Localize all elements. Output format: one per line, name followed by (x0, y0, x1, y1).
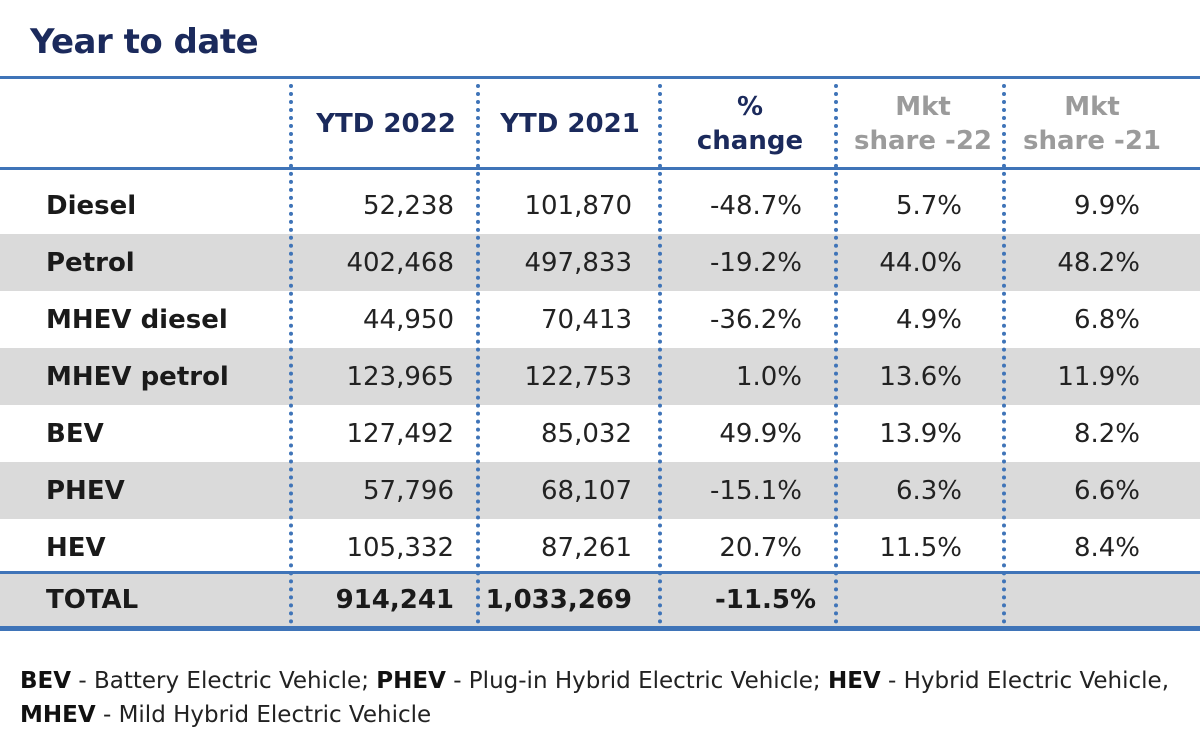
total-percent-change: -11.5% (715, 585, 816, 615)
cell-mkt-share-22: 44.0% (879, 247, 962, 278)
cell-ytd-2021: 70,413 (541, 304, 632, 335)
row-label: PHEV (46, 475, 125, 506)
cell-mkt-share-21: 6.8% (1073, 304, 1140, 335)
legend-phev-abbr: PHEV (376, 668, 446, 694)
cell-ytd-2021: 85,032 (541, 418, 632, 449)
table-row: Petrol 402,468 497,833 -19.2% 44.0% 48.2… (0, 234, 1200, 291)
page-title: Year to date (30, 22, 259, 62)
cell-mkt-share-21: 9.9% (1073, 190, 1140, 221)
cell-percent-change: 20.7% (719, 532, 802, 563)
total-ytd-2021: 1,033,269 (485, 585, 632, 615)
header-mkt-share-21-line2: share -21 (1022, 126, 1161, 156)
cell-mkt-share-22: 6.3% (895, 475, 962, 506)
header-mkt-share-22-line2: share -22 (853, 126, 992, 156)
cell-ytd-2022: 105,332 (346, 532, 454, 563)
header-ytd-2022-line1: YTD 2022 (316, 109, 456, 139)
header-ytd-2022: YTD 2022 (296, 80, 476, 168)
cell-mkt-share-22: 5.7% (895, 190, 962, 221)
table-row: MHEV diesel 44,950 70,413 -36.2% 4.9% 6.… (0, 291, 1200, 348)
cell-percent-change: -48.7% (710, 190, 802, 221)
header-mkt-share-21-line1: Mkt (1064, 92, 1120, 122)
abbreviation-legend: BEV - Battery Electric Vehicle; PHEV - P… (20, 664, 1180, 732)
cell-ytd-2022: 402,468 (346, 247, 454, 278)
legend-hev-abbr: HEV (827, 668, 881, 694)
row-label: BEV (46, 418, 104, 449)
row-label: HEV (46, 532, 106, 563)
header-mkt-share-21: Mkt share -21 (1010, 80, 1174, 168)
cell-ytd-2021: 122,753 (524, 361, 632, 392)
header-mkt-share-22: Mkt share -22 (842, 80, 1004, 168)
cell-mkt-share-22: 13.6% (879, 361, 962, 392)
header-percent-change-line1: % (736, 92, 764, 122)
cell-ytd-2022: 57,796 (363, 475, 454, 506)
cell-ytd-2021: 68,107 (541, 475, 632, 506)
legend-hev-text: - Hybrid Electric Vehicle, (880, 668, 1170, 694)
total-ytd-2022: 914,241 (335, 585, 454, 615)
cell-percent-change: 49.9% (719, 418, 802, 449)
legend-mhev-text: - Mild Hybrid Electric Vehicle (95, 702, 432, 728)
row-label: MHEV petrol (46, 361, 229, 392)
header-percent-change-line2: change (696, 126, 804, 156)
header-rule (0, 167, 1200, 170)
column-divider (1002, 84, 1006, 624)
cell-mkt-share-22: 11.5% (879, 532, 962, 563)
column-divider (834, 84, 838, 624)
table-row: BEV 127,492 85,032 49.9% 13.9% 8.2% (0, 405, 1200, 462)
column-divider (658, 84, 662, 624)
table-row: HEV 105,332 87,261 20.7% 11.5% 8.4% (0, 519, 1200, 576)
total-label: TOTAL (46, 585, 139, 615)
cell-percent-change: -15.1% (710, 475, 802, 506)
column-divider (289, 84, 293, 624)
total-rule (0, 571, 1200, 574)
header-percent-change: % change (664, 80, 836, 168)
cell-percent-change: -36.2% (710, 304, 802, 335)
top-rule (0, 76, 1200, 79)
cell-ytd-2022: 123,965 (346, 361, 454, 392)
table-row: Diesel 52,238 101,870 -48.7% 5.7% 9.9% (0, 177, 1200, 234)
column-divider (476, 84, 480, 624)
cell-percent-change: -19.2% (710, 247, 802, 278)
legend-bev-abbr: BEV (20, 668, 72, 694)
cell-mkt-share-22: 13.9% (879, 418, 962, 449)
cell-mkt-share-21: 6.6% (1073, 475, 1140, 506)
table-row: PHEV 57,796 68,107 -15.1% 6.3% 6.6% (0, 462, 1200, 519)
cell-ytd-2021: 497,833 (524, 247, 632, 278)
header-mkt-share-22-line1: Mkt (895, 92, 951, 122)
cell-ytd-2021: 101,870 (524, 190, 632, 221)
table-row: MHEV petrol 123,965 122,753 1.0% 13.6% 1… (0, 348, 1200, 405)
header-ytd-2021-line1: YTD 2021 (500, 109, 640, 139)
row-label: MHEV diesel (46, 304, 228, 335)
header-ytd-2021: YTD 2021 (482, 80, 658, 168)
cell-mkt-share-22: 4.9% (895, 304, 962, 335)
cell-percent-change: 1.0% (735, 361, 802, 392)
row-label: Petrol (46, 247, 135, 278)
legend-mhev-abbr: MHEV (20, 702, 96, 728)
bottom-rule (0, 626, 1200, 631)
cell-ytd-2022: 44,950 (363, 304, 454, 335)
cell-mkt-share-21: 8.4% (1073, 532, 1140, 563)
cell-ytd-2022: 127,492 (346, 418, 454, 449)
cell-mkt-share-21: 48.2% (1057, 247, 1140, 278)
cell-mkt-share-21: 8.2% (1073, 418, 1140, 449)
total-row: TOTAL 914,241 1,033,269 -11.5% (0, 574, 1200, 626)
cell-ytd-2022: 52,238 (363, 190, 454, 221)
legend-phev-text: - Plug-in Hybrid Electric Vehicle; (445, 668, 828, 694)
row-label: Diesel (46, 190, 137, 221)
cell-ytd-2021: 87,261 (541, 532, 632, 563)
legend-bev-text: - Battery Electric Vehicle; (71, 668, 377, 694)
cell-mkt-share-21: 11.9% (1057, 361, 1140, 392)
